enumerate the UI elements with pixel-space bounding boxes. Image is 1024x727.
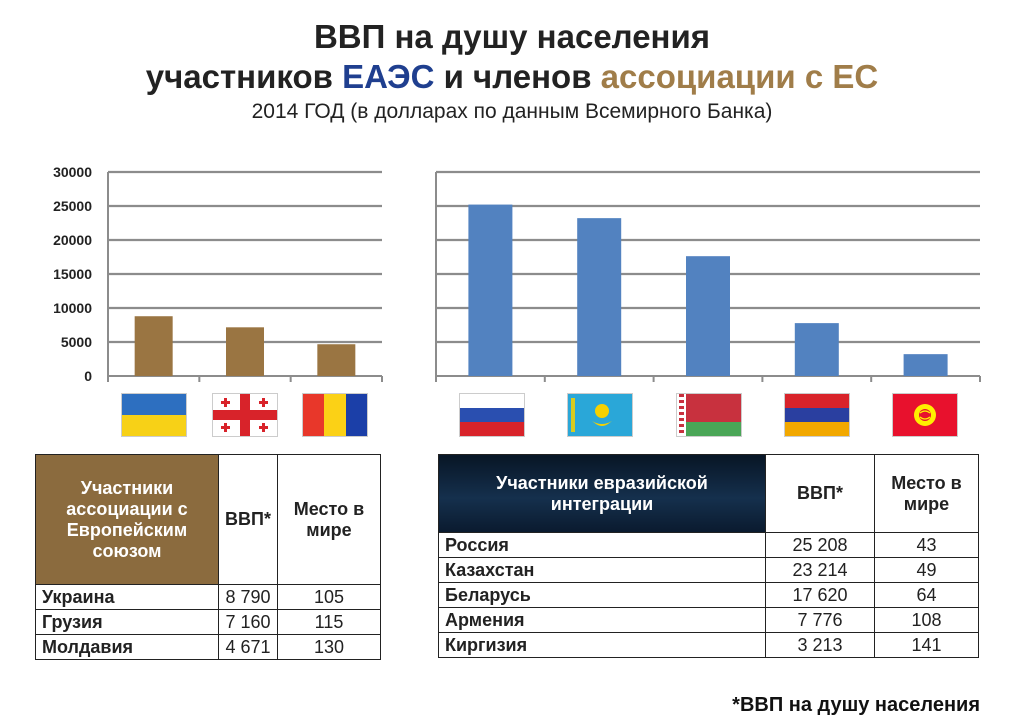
bar-2 (226, 327, 264, 376)
page-title: ВВП на душу населения (313, 18, 711, 55)
gdp-value: 23 214 (765, 557, 875, 583)
y-tick-label: 5000 (61, 334, 92, 350)
y-tick-label: 25000 (53, 198, 92, 214)
bar-1 (468, 204, 513, 376)
kyrgyzstan-flag (893, 394, 957, 436)
eu-association-table: Участники ассоциации с Европейским союзо… (35, 454, 381, 660)
table-header-participants: Участники ассоциации с Европейским союзо… (35, 454, 219, 585)
table-header-rank: Место в мире (277, 454, 381, 585)
table-row: Россия 25 208 43 (438, 532, 979, 558)
russia-flag (460, 394, 524, 436)
bar-3 (686, 256, 730, 376)
subtitle-eu-association: ассоциации с ЕС (600, 58, 879, 95)
gdp-value: 3 213 (765, 632, 875, 658)
bar-4 (794, 323, 839, 376)
table-row: Молдавия 4 671 130 (35, 634, 381, 660)
gdp-bar-chart: 0 5000 10000 15000 20000 25000 30000 (53, 164, 981, 384)
table-row: Киргизия 3 213 141 (438, 632, 979, 658)
ukraine-flag (122, 394, 186, 436)
subtitle-prefix: участников (145, 58, 343, 95)
chart-caption: 2014 ГОД (в долларах по данным Всемирног… (251, 100, 773, 123)
country-name: Молдавия (35, 634, 219, 660)
page-subtitle: участников ЕАЭС и членов ассоциации с ЕС (0, 58, 1024, 96)
gdp-value: 17 620 (765, 582, 875, 608)
footnote: *ВВП на душу населения (732, 694, 980, 716)
georgia-flag (213, 394, 277, 436)
table-row: Армения 7 776 108 (438, 607, 979, 633)
armenia-flag (785, 394, 849, 436)
table-header-rank: Место в мире (874, 454, 979, 533)
subtitle-mid: и членов (434, 58, 601, 95)
world-rank: 64 (874, 582, 979, 608)
world-rank: 108 (874, 607, 979, 633)
gdp-value: 7 776 (765, 607, 875, 633)
country-name: Россия (438, 532, 766, 558)
country-name: Украина (35, 584, 219, 610)
subtitle-eaeu: ЕАЭС (342, 58, 435, 95)
world-rank: 130 (277, 634, 381, 660)
world-rank: 43 (874, 532, 979, 558)
bar-1 (134, 316, 173, 376)
country-name: Казахстан (438, 557, 766, 583)
y-tick-label: 15000 (53, 266, 92, 282)
bar-2 (577, 218, 622, 376)
gdp-value: 8 790 (218, 584, 278, 610)
country-name: Грузия (35, 609, 219, 635)
moldova-flag (303, 394, 367, 436)
world-rank: 105 (277, 584, 381, 610)
world-rank: 49 (874, 557, 979, 583)
eurasian-integration-table: Участники евразийской интеграции ВВП* Ме… (438, 454, 979, 658)
table-row: Грузия 7 160 115 (35, 609, 381, 635)
y-tick-label: 20000 (53, 232, 92, 248)
table-header-participants: Участники евразийской интеграции (438, 454, 766, 533)
country-name: Беларусь (438, 582, 766, 608)
table-row: Украина 8 790 105 (35, 584, 381, 610)
y-tick-label: 30000 (53, 164, 92, 180)
y-tick-label: 0 (84, 368, 92, 384)
country-name: Киргизия (438, 632, 766, 658)
gdp-value: 4 671 (218, 634, 278, 660)
table-header-gdp: ВВП* (765, 454, 875, 533)
y-tick-label: 10000 (53, 300, 92, 316)
table-row: Беларусь 17 620 64 (438, 582, 979, 608)
world-rank: 141 (874, 632, 979, 658)
kazakhstan-flag (568, 394, 632, 436)
gdp-value: 7 160 (218, 609, 278, 635)
table-row: Казахстан 23 214 49 (438, 557, 979, 583)
country-name: Армения (438, 607, 766, 633)
belarus-flag (677, 394, 741, 436)
world-rank: 115 (277, 609, 381, 635)
gdp-value: 25 208 (765, 532, 875, 558)
bar-3 (317, 344, 356, 376)
table-header-gdp: ВВП* (218, 454, 278, 585)
bar-5 (903, 354, 948, 376)
